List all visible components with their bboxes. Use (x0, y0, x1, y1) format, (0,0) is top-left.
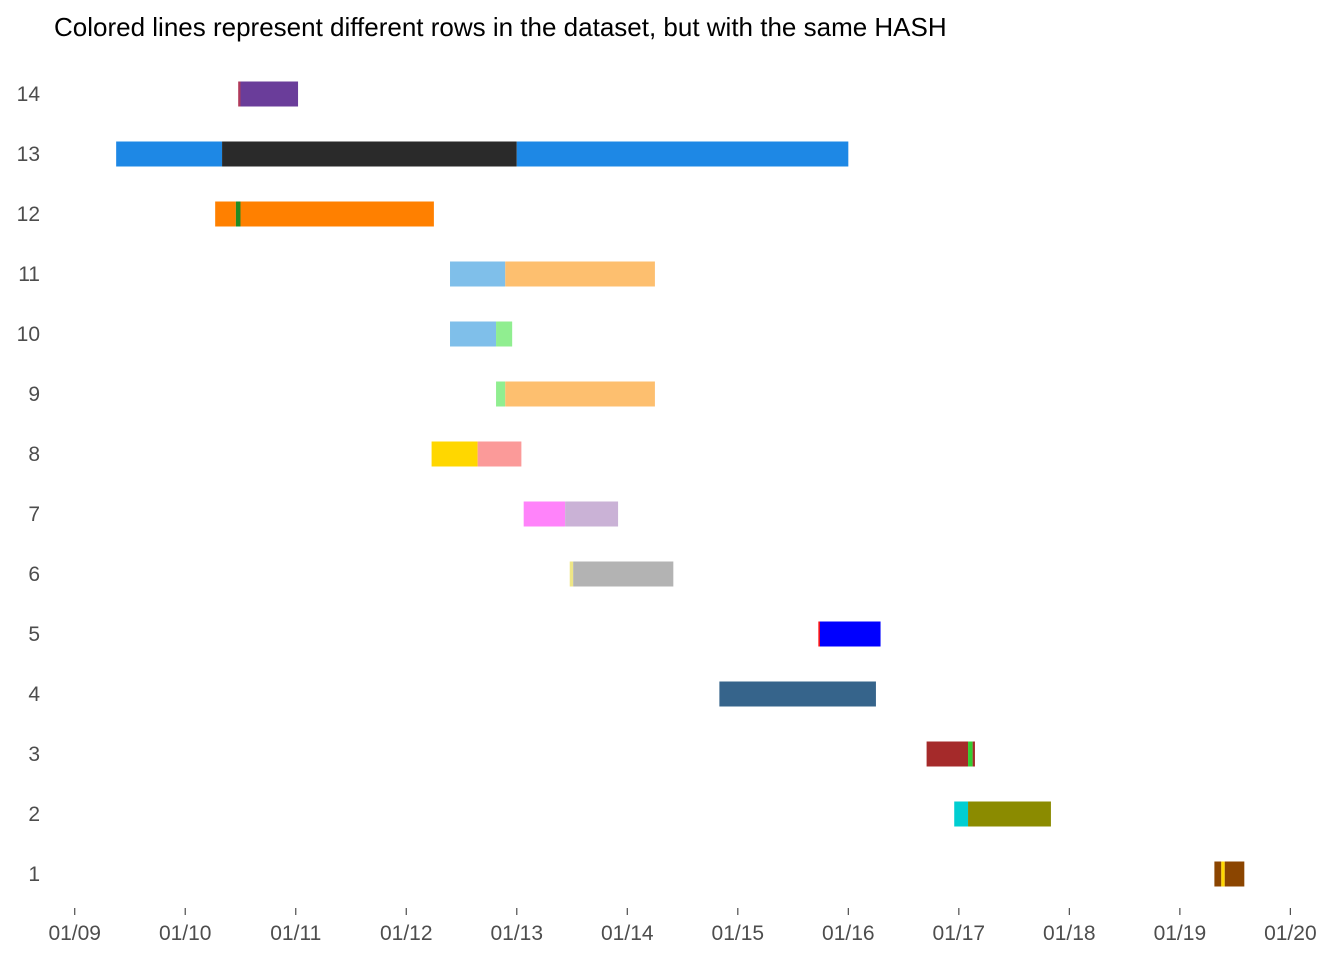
bar-segment-row-12-7 (240, 201, 434, 227)
bar-segment-row-9-13 (505, 381, 655, 407)
x-tick-label: 01/12 (380, 922, 433, 945)
y-tick-label: 8 (28, 443, 40, 466)
y-tick-label: 9 (28, 383, 40, 406)
bar-segment-row-11-8 (450, 261, 506, 287)
y-tick-label: 2 (28, 803, 40, 826)
bar-segment-row-2-27 (968, 801, 1051, 827)
x-tick-label: 01/09 (48, 922, 101, 945)
x-tick-label: 01/14 (601, 922, 654, 945)
x-tick-label: 01/17 (933, 922, 986, 945)
bar-segment-row-13-2 (116, 141, 223, 167)
bar-segment-row-10-10 (450, 321, 497, 347)
y-tick-label: 6 (28, 563, 40, 586)
y-tick-label: 14 (17, 83, 41, 106)
y-tick-label: 7 (28, 503, 40, 526)
x-tick-label: 01/15 (712, 922, 765, 945)
bar-segment-row-6-19 (573, 561, 674, 587)
bar-segment-row-1-28 (1214, 861, 1222, 887)
y-tick-label: 10 (17, 323, 40, 346)
bar-segment-row-3-25 (972, 741, 975, 767)
bar-segment-row-12-6 (235, 201, 241, 227)
y-tick-label: 3 (28, 743, 40, 766)
bar-segment-row-8-14 (431, 441, 478, 467)
x-tick-label: 01/19 (1154, 922, 1207, 945)
x-tick-label: 01/10 (159, 922, 212, 945)
y-tick-label: 13 (17, 143, 40, 166)
bar-segment-row-9-12 (496, 381, 506, 407)
y-tick-label: 12 (17, 203, 40, 226)
bar-segment-row-7-17 (565, 501, 619, 527)
x-tick-label: 01/13 (490, 922, 543, 945)
x-tick-label: 01/11 (270, 922, 321, 945)
x-tick-label: 01/20 (1264, 922, 1317, 945)
bar-segment-row-3-23 (926, 741, 969, 767)
y-tick-label: 5 (28, 623, 40, 646)
bar-segment-row-4-22 (719, 681, 876, 707)
chart-title: Colored lines represent different rows i… (54, 12, 947, 42)
bar-segment-row-13-4 (516, 141, 849, 167)
y-tick-label: 11 (18, 263, 40, 286)
bar-segment-row-12-5 (215, 201, 236, 227)
bar-segment-row-10-11 (496, 321, 513, 347)
bar-segment-row-6-18 (569, 561, 574, 587)
bar-segment-row-11-9 (505, 261, 655, 287)
bar-segment-row-14-0 (238, 81, 241, 107)
x-tick-label: 01/16 (822, 922, 875, 945)
y-tick-label: 4 (28, 683, 40, 706)
bar-layer (116, 81, 1245, 887)
bar-segment-row-5-21 (819, 621, 881, 647)
bar-segment-row-5-20 (818, 621, 820, 647)
x-axis: 01/09 01/10 01/11 01/12 01/13 01/14 01/15 01/16… (48, 908, 1317, 945)
bar-segment-row-7-16 (523, 501, 566, 527)
bar-segment-row-1-29 (1221, 861, 1225, 887)
bar-segment-row-1-30 (1224, 861, 1245, 887)
bar-segment-row-14-1 (240, 81, 299, 107)
bar-segment-row-8-15 (477, 441, 522, 467)
x-tick-label: 01/18 (1043, 922, 1096, 945)
bar-segment-row-3-24 (968, 741, 973, 767)
bar-segment-row-13-3 (222, 141, 517, 167)
y-tick-label: 1 (28, 863, 40, 886)
bar-segment-row-2-26 (954, 801, 969, 827)
